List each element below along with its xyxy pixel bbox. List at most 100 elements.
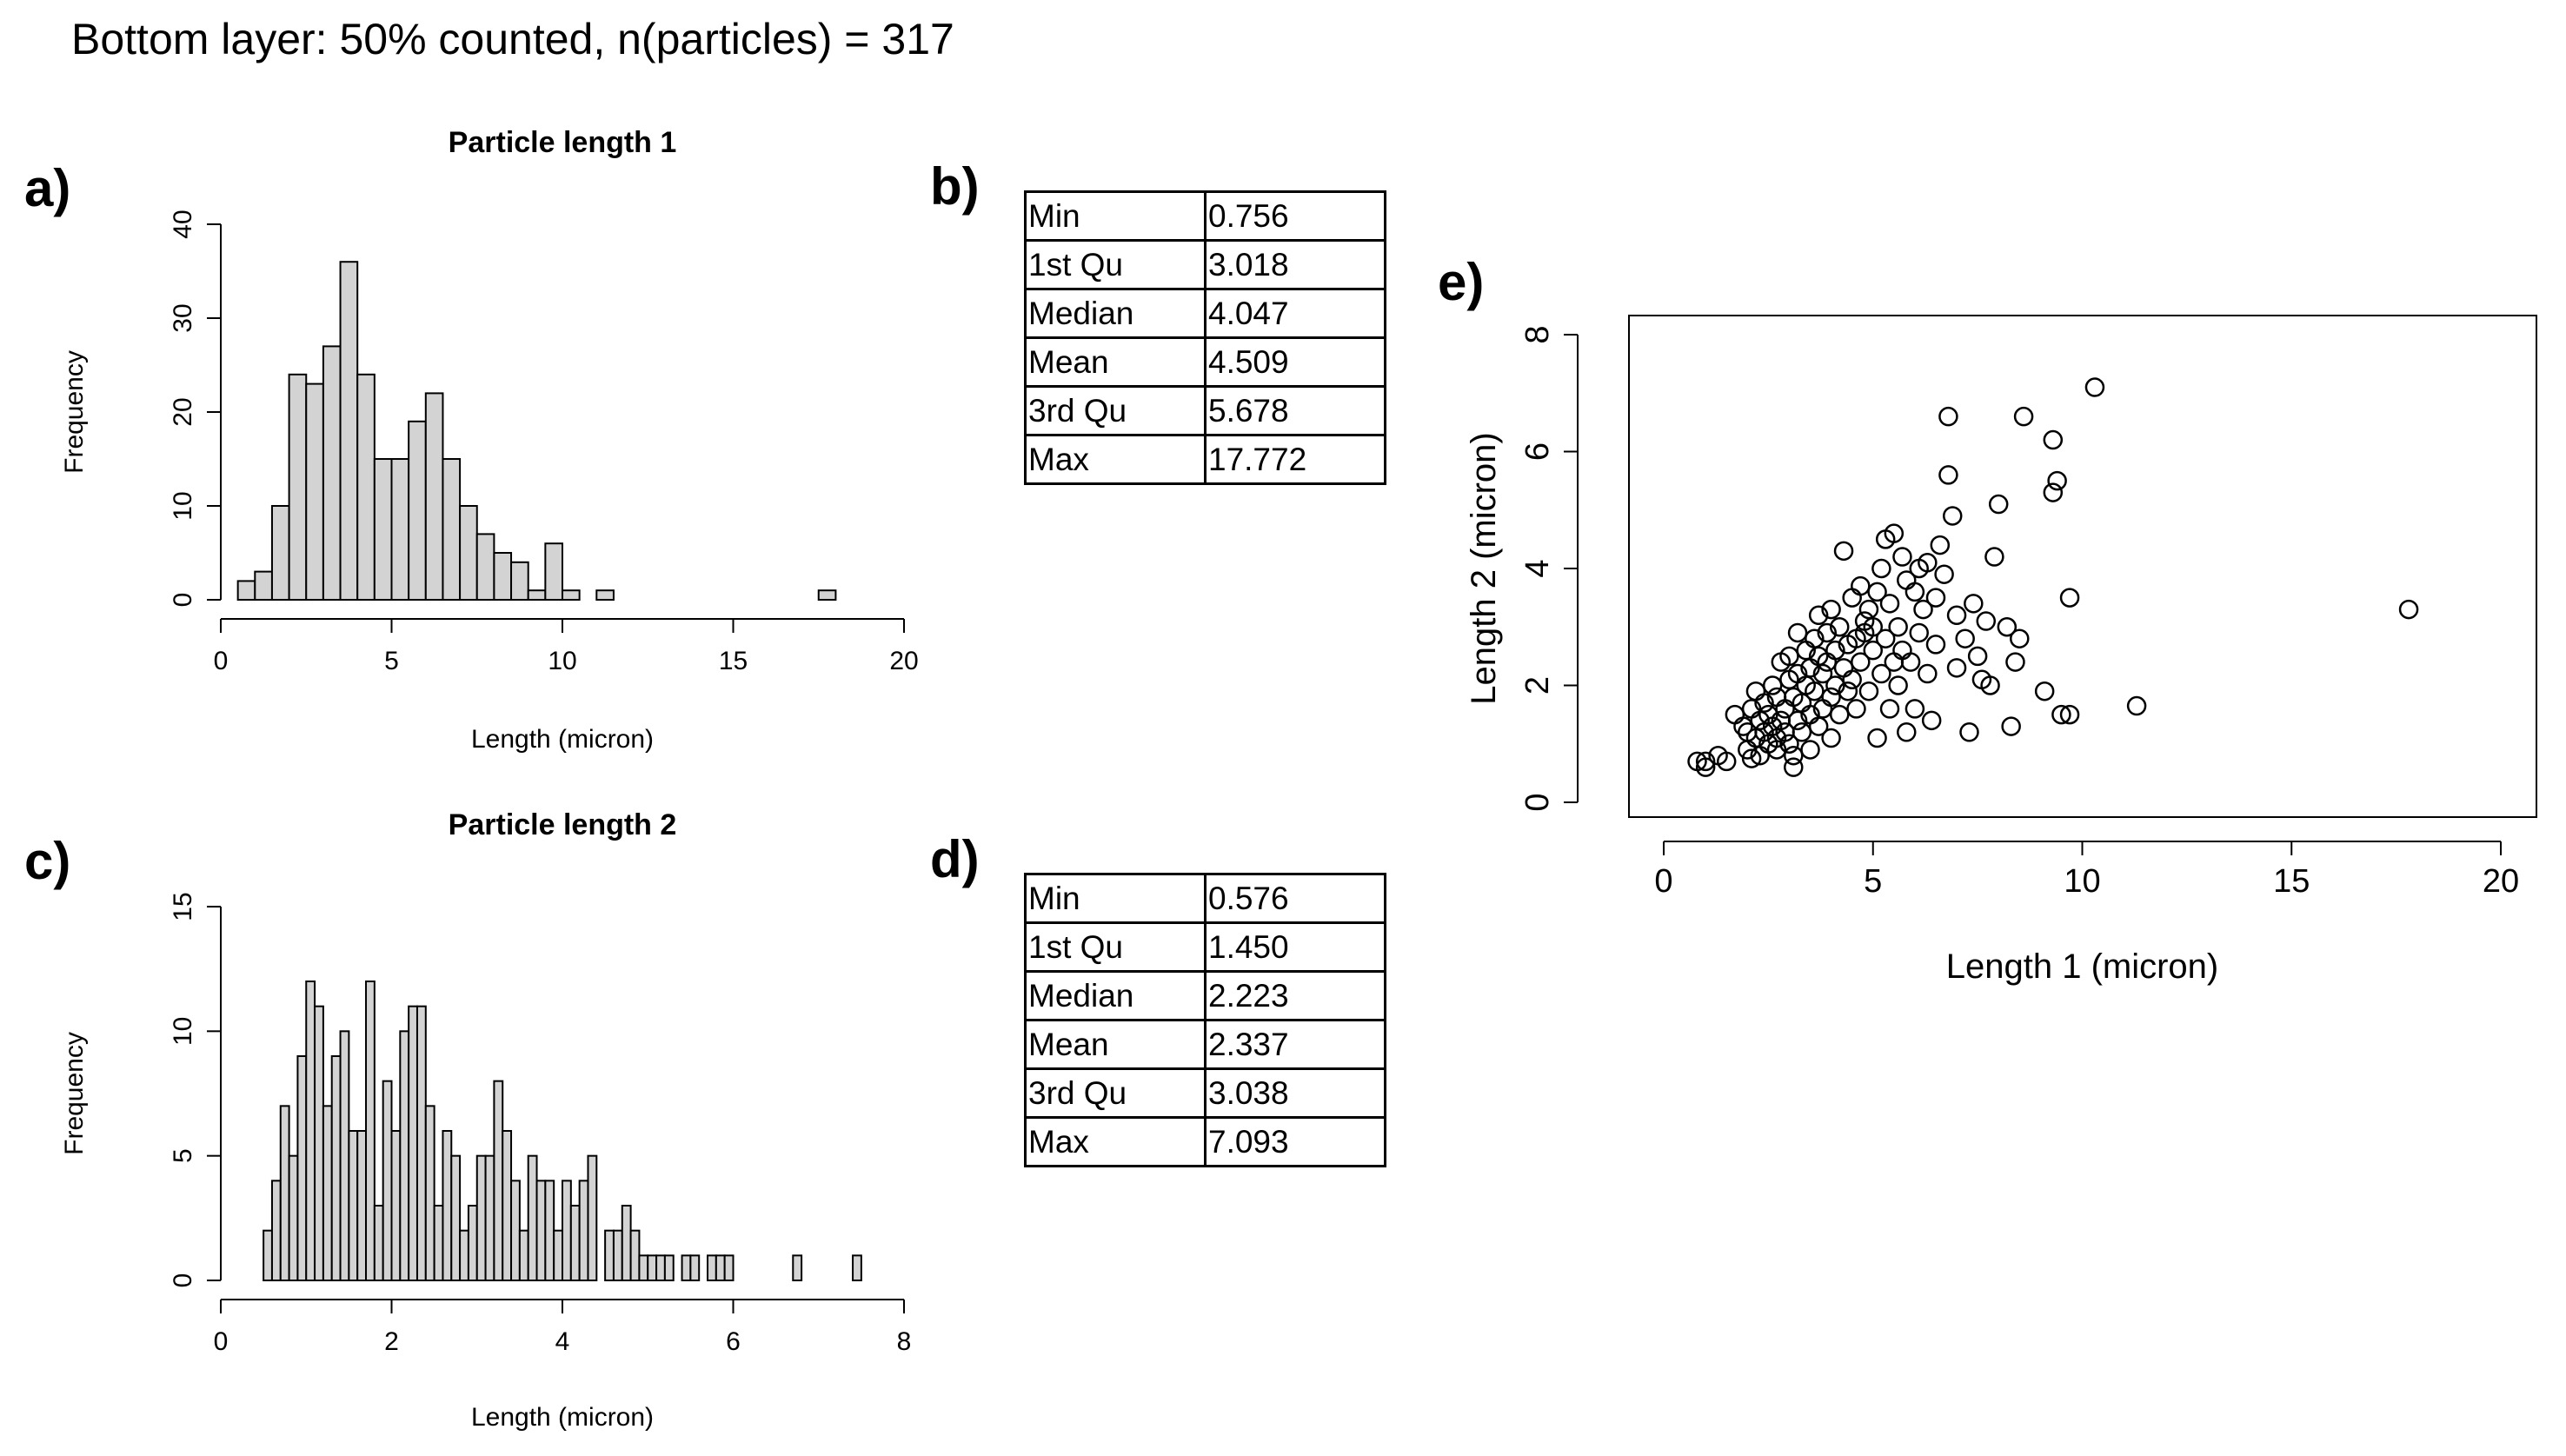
scatter-point (1842, 669, 1862, 690)
scatter-point (1884, 523, 1905, 543)
hist2-bar (638, 1254, 649, 1282)
scatter-point (1817, 622, 1838, 643)
scatter-point (1779, 734, 1799, 754)
table-row: 1st Qu 3.018 (1024, 239, 1386, 290)
scatter-point (1964, 594, 1984, 614)
scatter-point (1925, 588, 1946, 608)
scatter-point (1829, 704, 1850, 725)
panel-label-b: b) (930, 157, 980, 216)
scatter-point (1787, 622, 1808, 643)
stat-label: 3rd Qu (1024, 1067, 1207, 1119)
stat-value: 4.047 (1204, 288, 1386, 339)
hist2-bar (852, 1254, 862, 1282)
table-row: Min 0.756 (1024, 190, 1386, 242)
table-row: Mean 2.337 (1024, 1019, 1386, 1070)
table-row: 3rd Qu 5.678 (1024, 385, 1386, 436)
scatter-point (1792, 722, 1812, 742)
scatter-point (1946, 605, 1967, 626)
scatter-point (1758, 704, 1778, 725)
hist2-bar (723, 1254, 735, 1282)
hist1-y-tick-label: 10 (169, 491, 197, 520)
scatter-point (1838, 681, 1858, 701)
scatter-point (1851, 652, 1871, 672)
scatter-y-tick-label: 0 (1519, 793, 1556, 811)
hist2-x-tick-label: 8 (897, 1327, 912, 1356)
scatter-point (1925, 635, 1946, 655)
scatter-point (1821, 599, 1841, 620)
hist1-bar (288, 373, 308, 601)
scatter-point (1829, 617, 1850, 637)
scatter-point (2059, 704, 2080, 725)
hist2-bar (305, 981, 316, 1281)
stat-value: 3.038 (1204, 1067, 1386, 1119)
panel-label-e: e) (1438, 253, 1485, 311)
hist2-bar (296, 1055, 308, 1281)
stat-label: Median (1024, 288, 1207, 339)
hist2-bar (527, 1154, 538, 1281)
hist2-bar (604, 1229, 615, 1281)
stat-value: 5.678 (1204, 385, 1386, 436)
hist1-bar (493, 552, 513, 601)
hist1-bar (527, 589, 547, 602)
hist2-bar (544, 1180, 555, 1282)
hist1-x-tick-label: 5 (384, 647, 399, 675)
hist2-bar (390, 1130, 402, 1281)
hist2-bar (562, 1180, 572, 1282)
scatter-point (2051, 704, 2071, 725)
table-row: Max 7.093 (1024, 1116, 1386, 1167)
hist2-y-axis-label: Frequency (60, 1032, 89, 1155)
scatter-plot-frame (1628, 315, 2537, 818)
hist2-bar (330, 1055, 342, 1281)
scatter-point (1784, 745, 1804, 766)
scatter-x-tick-label: 10 (2064, 863, 2100, 900)
hist2-bar (629, 1229, 641, 1281)
hist2-bar (578, 1180, 589, 1282)
scatter-point (1913, 599, 1933, 620)
scatter-point (1884, 652, 1905, 672)
hist2-bar (689, 1254, 701, 1282)
scatter-point (1879, 699, 1900, 719)
scatter-point (1741, 748, 1762, 768)
hist1-y-tick-label: 40 (169, 209, 197, 238)
hist2-bar (510, 1180, 521, 1282)
hist2-x-tick-label: 2 (384, 1327, 399, 1356)
scatter-point (1909, 622, 1929, 643)
stat-label: Min (1024, 190, 1207, 242)
scatter-point (1787, 710, 1808, 731)
hist1-y-tick-label: 30 (169, 303, 197, 332)
hist2-bar (450, 1154, 462, 1281)
hist1-bar (236, 580, 256, 602)
panel-label-c: c) (24, 832, 71, 890)
scatter-point (1905, 582, 1925, 602)
stat-label: 3rd Qu (1024, 385, 1207, 436)
scatter-point (1821, 728, 1841, 748)
scatter-point (1892, 640, 1912, 661)
scatter-point (1871, 558, 1891, 579)
scatter-point (1745, 681, 1766, 701)
scatter-point (1867, 728, 1887, 748)
scatter-point (1997, 617, 2018, 637)
hist2-bar (424, 1105, 435, 1282)
scatter-point (1725, 704, 1745, 725)
hist1-bar (817, 589, 837, 602)
hist2-bar (587, 1154, 598, 1281)
scatter-point (1955, 628, 1975, 648)
scatter-y-tick-label: 6 (1519, 442, 1556, 461)
stat-label: Min (1024, 873, 1207, 924)
scatter-point (1863, 640, 1883, 661)
scatter-point (1930, 535, 1951, 555)
table-row: Mean 4.509 (1024, 336, 1386, 388)
hist1-bar (390, 458, 410, 601)
hist2-bar (535, 1180, 547, 1282)
hist1-bar (459, 505, 478, 601)
scatter-x-tick-label: 5 (1864, 863, 1882, 900)
hist2-bar (484, 1154, 495, 1281)
hist2-bar (348, 1130, 359, 1281)
scatter-point (2047, 470, 2067, 491)
scatter-point (1888, 617, 1908, 637)
hist2-bar (270, 1180, 282, 1282)
scatter-point (1716, 751, 1737, 772)
scatter-point (2084, 377, 2105, 397)
scatter-point (1934, 564, 1954, 584)
